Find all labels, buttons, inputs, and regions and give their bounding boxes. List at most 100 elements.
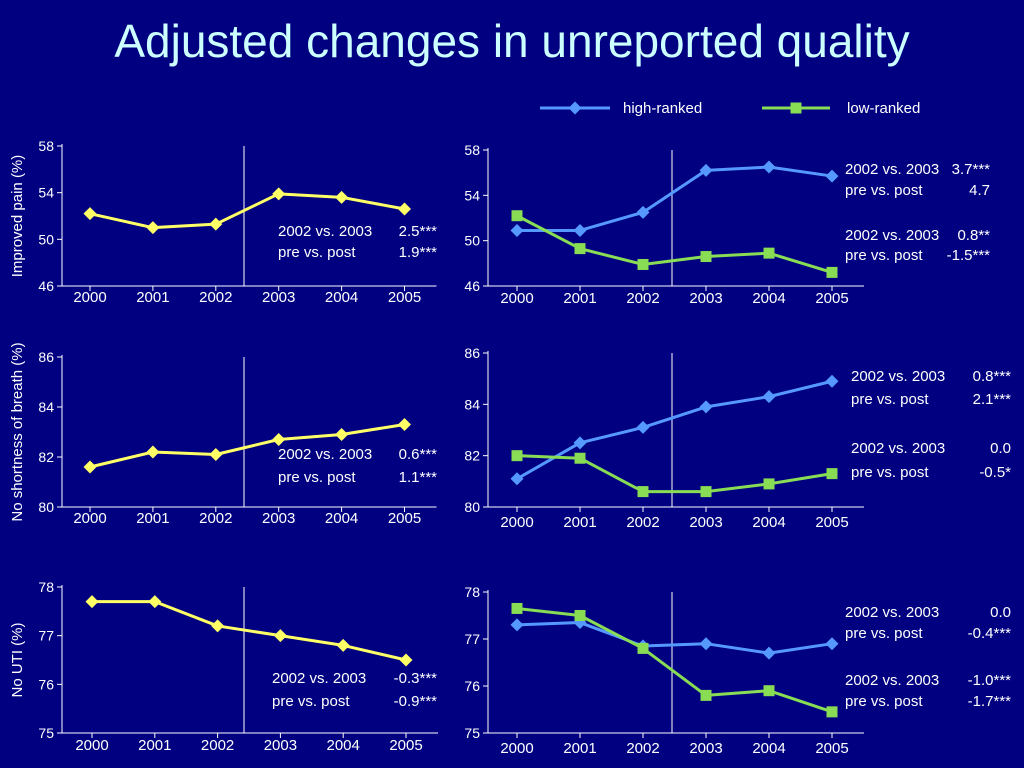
- series-line-high-ranked: [516, 621, 833, 655]
- data-point-low-ranked: [763, 478, 775, 490]
- annotation-value: -0.3***: [394, 670, 438, 687]
- x-tick-label: 2004: [752, 514, 785, 531]
- annotation-label: 2002 vs. 2003: [851, 440, 945, 457]
- y-tick-label: 76: [464, 678, 480, 694]
- data-point-overall: [83, 460, 97, 474]
- data-point-low-ranked: [637, 642, 649, 654]
- annotation-value: 2.5***: [399, 223, 438, 240]
- data-point-overall: [272, 433, 286, 446]
- data-point-high-ranked: [573, 223, 587, 237]
- y-axis-title: No shortness of breath (%): [9, 342, 26, 521]
- chart-panel-5: 75 76 77 78 2000 2001 2002 2003 2004 2005 No UTI (…: [9, 579, 438, 754]
- chart-panel-6: 75 76 77 78 2000 2001 2002 2003 2004 2005 2002 vs.…: [464, 584, 1011, 757]
- data-point-overall: [336, 638, 350, 652]
- annotation-value: 1.9***: [399, 244, 438, 261]
- annotation-value: 2.1***: [973, 391, 1012, 408]
- annotation-label: 2002 vs. 2003: [272, 670, 366, 687]
- series-line-low-ranked: [516, 214, 833, 274]
- annotation-label: pre vs. post: [851, 391, 929, 408]
- data-point-high-ranked: [699, 163, 713, 177]
- legend-label-high-ranked: high-ranked: [623, 100, 702, 117]
- annotation-label: 2002 vs. 2003: [845, 672, 939, 689]
- x-tick-label: 2002: [199, 289, 232, 306]
- data-point-overall: [335, 190, 349, 204]
- legend: high-ranked low-ranked: [540, 100, 920, 117]
- x-tick-label: 2005: [815, 514, 848, 531]
- x-tick-label: 2003: [262, 289, 295, 306]
- data-point-overall: [398, 418, 411, 431]
- data-point-overall: [146, 221, 160, 235]
- annotation-label: pre vs. post: [845, 247, 923, 264]
- y-tick-label: 46: [464, 278, 480, 294]
- x-tick-label: 2002: [626, 290, 659, 307]
- x-tick-label: 2002: [201, 737, 234, 754]
- y-tick-label: 75: [38, 725, 54, 741]
- x-tick-label: 2002: [626, 740, 659, 757]
- x-tick-label: 2000: [75, 737, 108, 754]
- y-tick-label: 50: [38, 231, 54, 247]
- annotation-value: -1.0***: [968, 672, 1012, 689]
- x-tick-label: 2003: [262, 510, 295, 527]
- series-line-low-ranked: [516, 454, 833, 494]
- data-point-overall: [209, 217, 223, 231]
- x-tick-label: 2004: [325, 510, 358, 527]
- x-tick-label: 2002: [199, 510, 232, 527]
- annotation-value: 0.6***: [399, 446, 438, 463]
- annotation-value: -1.5***: [947, 247, 991, 264]
- data-point-low-ranked: [511, 450, 523, 462]
- slide-title: Adjusted changes in unreported quality: [114, 15, 910, 67]
- data-point-overall: [209, 448, 223, 461]
- data-point-overall: [273, 629, 287, 643]
- annotation-label: 2002 vs. 2003: [845, 161, 939, 178]
- chart-panel-4: 80 82 84 86 2000 2001 2002 2003 2004 2005 2002 vs.…: [464, 345, 1011, 531]
- chart-panel-3: 80 82 84 86 2000 2001 2002 2003 2004 2005 No short…: [9, 342, 437, 527]
- data-point-high-ranked: [573, 436, 587, 450]
- y-tick-label: 77: [464, 631, 480, 647]
- x-tick-label: 2001: [136, 289, 169, 306]
- data-point-high-ranked: [762, 160, 776, 174]
- y-tick-label: 78: [38, 579, 54, 595]
- data-point-high-ranked: [825, 374, 839, 388]
- y-tick-label: 78: [464, 584, 480, 600]
- x-tick-label: 2001: [136, 510, 169, 527]
- data-point-high-ranked: [699, 400, 713, 414]
- x-tick-label: 2003: [689, 514, 722, 531]
- data-point-overall: [85, 595, 99, 609]
- annotation-label: 2002 vs. 2003: [278, 446, 372, 463]
- y-tick-label: 82: [464, 448, 480, 464]
- y-tick-label: 82: [38, 449, 54, 465]
- data-point-high-ranked: [825, 637, 839, 651]
- series-line-low-ranked: [516, 606, 833, 714]
- data-point-overall: [272, 187, 286, 201]
- x-tick-label: 2005: [815, 740, 848, 757]
- data-point-overall: [146, 445, 160, 459]
- data-point-high-ranked: [762, 390, 776, 404]
- x-tick-label: 2001: [563, 514, 596, 531]
- data-point-low-ranked: [700, 251, 712, 263]
- data-point-low-ranked: [700, 689, 712, 701]
- x-tick-label: 2000: [500, 740, 533, 757]
- y-tick-label: 50: [464, 233, 480, 249]
- y-tick-label: 58: [464, 142, 480, 158]
- annotation-label: pre vs. post: [845, 182, 923, 199]
- x-tick-label: 2005: [389, 737, 422, 754]
- series-line-overall: [92, 600, 407, 662]
- annotation-value: 3.7***: [952, 161, 991, 178]
- data-point-low-ranked: [826, 706, 838, 718]
- data-point-overall: [148, 595, 162, 609]
- x-tick-label: 2004: [752, 740, 785, 757]
- annotation-label: 2002 vs. 2003: [845, 604, 939, 621]
- legend-label-low-ranked: low-ranked: [847, 100, 920, 117]
- data-point-high-ranked: [636, 420, 650, 434]
- x-tick-label: 2003: [264, 737, 297, 754]
- y-tick-label: 46: [38, 278, 54, 294]
- annotation-label: pre vs. post: [851, 464, 929, 481]
- x-tick-label: 2001: [563, 740, 596, 757]
- y-tick-label: 84: [38, 399, 54, 415]
- y-tick-label: 80: [38, 499, 54, 515]
- y-tick-label: 54: [38, 185, 54, 201]
- series-line-high-ranked: [517, 165, 833, 232]
- data-point-high-ranked: [510, 618, 524, 632]
- x-tick-label: 2004: [752, 290, 785, 307]
